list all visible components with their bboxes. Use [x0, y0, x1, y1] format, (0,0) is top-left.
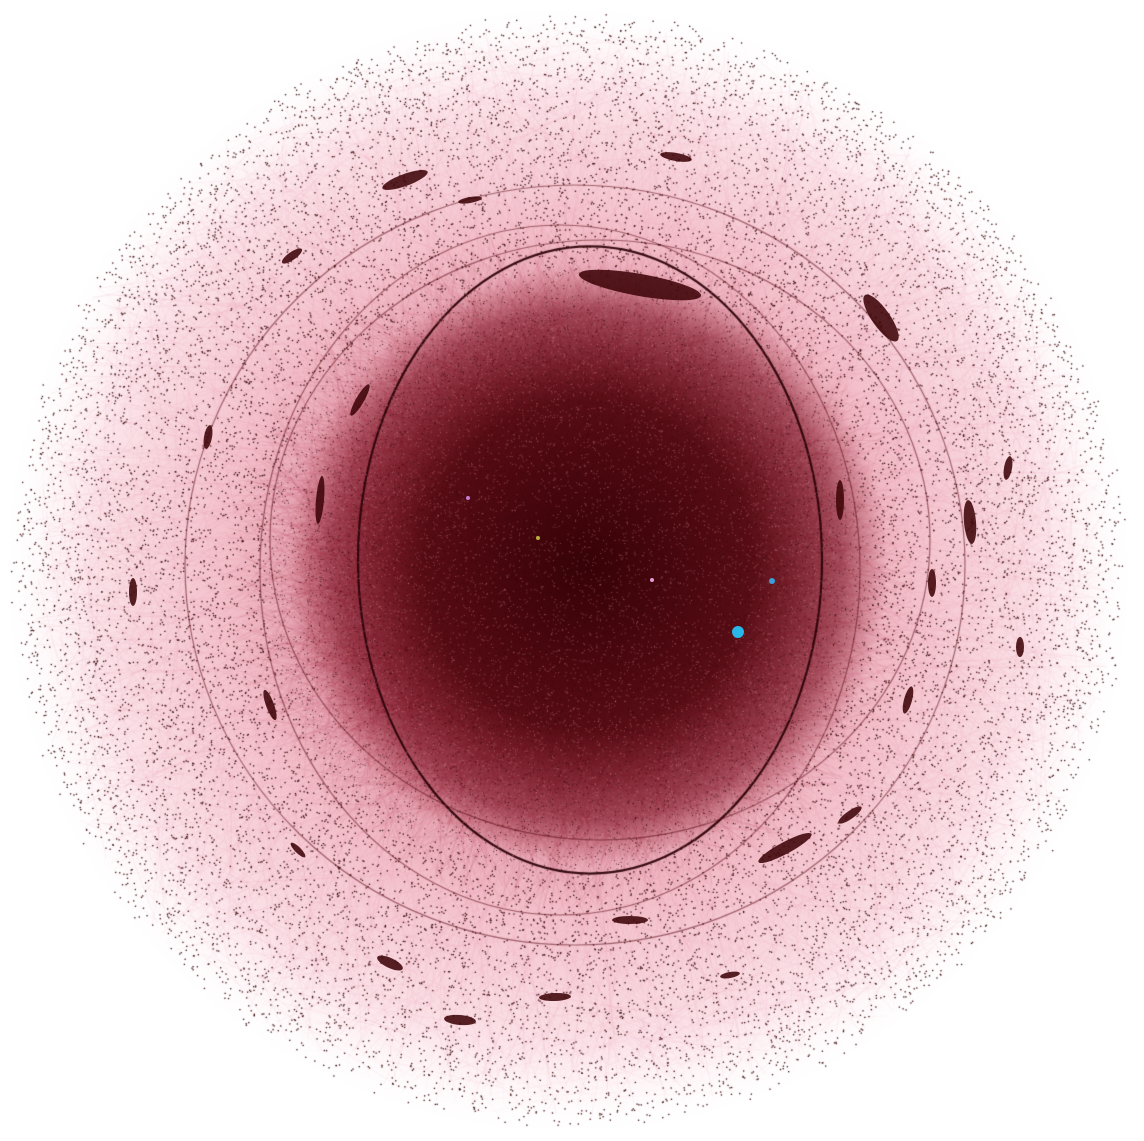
elongated-cluster-10: [377, 955, 403, 971]
violet-node: [466, 496, 470, 500]
cyan-node-large: [732, 626, 744, 638]
elongated-cluster-8: [838, 806, 862, 824]
elongated-cluster-7: [758, 832, 812, 864]
elongated-cluster-18: [902, 686, 914, 714]
elongated-cluster-25: [836, 480, 844, 520]
elongated-cluster-24: [720, 971, 740, 979]
elongated-cluster-11: [539, 992, 571, 1002]
elongated-cluster-20: [315, 476, 325, 524]
elongated-cluster-2: [382, 170, 428, 190]
elongated-cluster-23: [612, 916, 648, 924]
elongated-cluster-3: [660, 152, 692, 162]
elongated-cluster-19: [350, 384, 370, 416]
elongated-cluster-14: [129, 578, 137, 606]
yellow-node: [536, 536, 540, 540]
highlighted-nodes: [466, 496, 775, 638]
elongated-cluster-4: [863, 294, 899, 342]
elongated-cluster-21: [458, 196, 482, 204]
elongated-node-clusters: [129, 152, 1024, 1026]
elongated-cluster-16: [928, 569, 936, 597]
elongated-cluster-6: [1003, 456, 1013, 480]
elongated-cluster-22: [263, 689, 277, 721]
elongated-cluster-1: [578, 269, 702, 301]
elongated-cluster-12: [281, 248, 303, 264]
elongated-cluster-17: [1016, 637, 1024, 657]
pink-node: [650, 578, 654, 582]
elongated-cluster-9: [444, 1014, 476, 1026]
elongated-cluster-15: [290, 842, 306, 858]
elongated-cluster-13: [203, 425, 213, 449]
elongated-cluster-5: [963, 500, 977, 544]
cyan-node-small: [769, 578, 775, 584]
